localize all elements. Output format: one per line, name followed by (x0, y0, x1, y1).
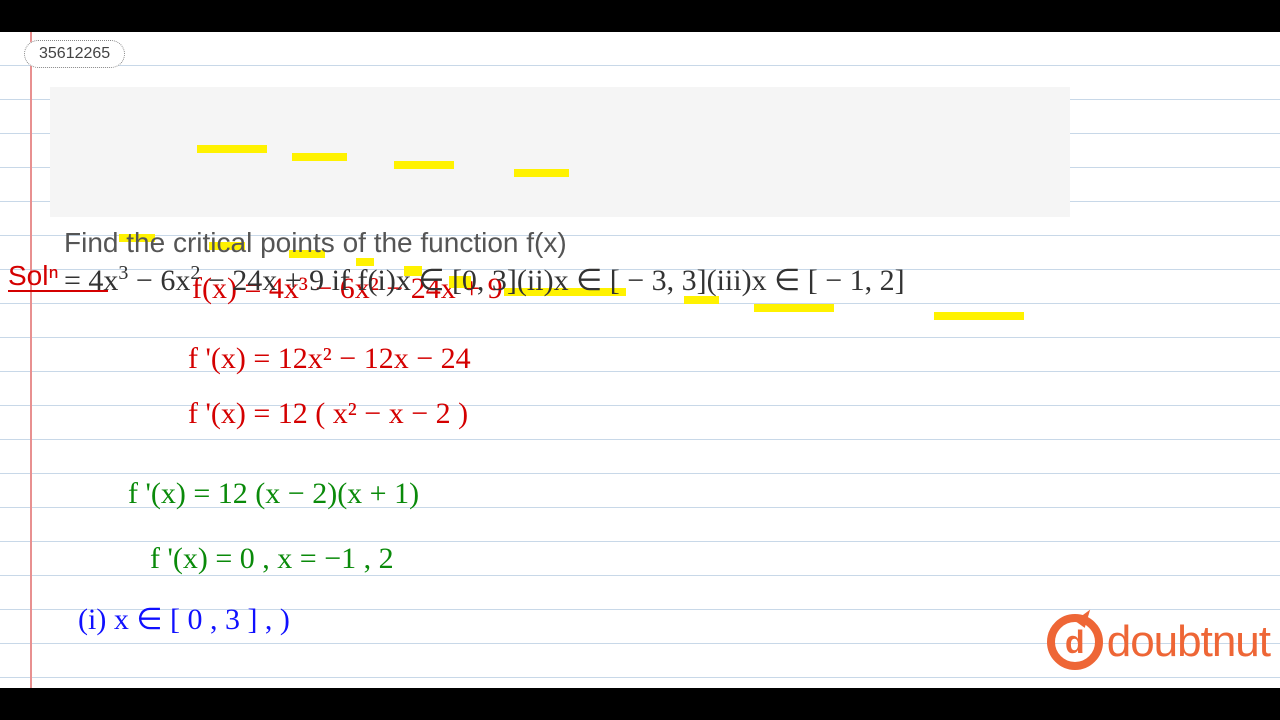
solution-label: Solⁿ (8, 260, 59, 292)
question-box: Find the critical points of the function… (50, 87, 1070, 217)
work-line-3: f '(x) = 12 ( x² − x − 2 ) (188, 397, 468, 431)
work-line-4: f '(x) = 12 (x − 2)(x + 1) (128, 477, 419, 511)
question-line2: = 4x3 − 6x2 − 24x + 9 if f(i)x ∈ [0, 3](… (64, 262, 1056, 298)
notebook-paper: 35612265 Find the critical points of the… (0, 32, 1280, 688)
q2-sup2: 2 (190, 262, 200, 284)
highlight (514, 169, 569, 177)
highlight (292, 153, 347, 161)
brand-logo-icon: d (1047, 614, 1103, 670)
highlight (754, 304, 834, 312)
highlight (197, 145, 267, 153)
question-id-label: 35612265 (24, 40, 125, 68)
margin-line (30, 32, 32, 688)
work-line-2: f '(x) = 12x² − 12x − 24 (188, 342, 471, 376)
work-line-5: f '(x) = 0 , x = −1 , 2 (150, 542, 394, 576)
q2-a: = 4x (64, 264, 118, 297)
highlight (394, 161, 454, 169)
q2-sup1: 3 (118, 262, 128, 284)
question-line1: Find the critical points of the function… (64, 223, 1056, 262)
q2-c: − 24x + 9 if f(i)x ∈ [0, 3](ii)x ∈ [ − 3… (200, 264, 904, 297)
work-line-6: (i) x ∈ [ 0 , 3 ] , ) (78, 602, 290, 637)
brand-logo-d: d (1065, 624, 1085, 661)
brand-logo: d doubtnut (1047, 614, 1270, 670)
highlight (934, 312, 1024, 320)
brand-logo-text: doubtnut (1107, 617, 1270, 667)
q2-b: − 6x (128, 264, 190, 297)
